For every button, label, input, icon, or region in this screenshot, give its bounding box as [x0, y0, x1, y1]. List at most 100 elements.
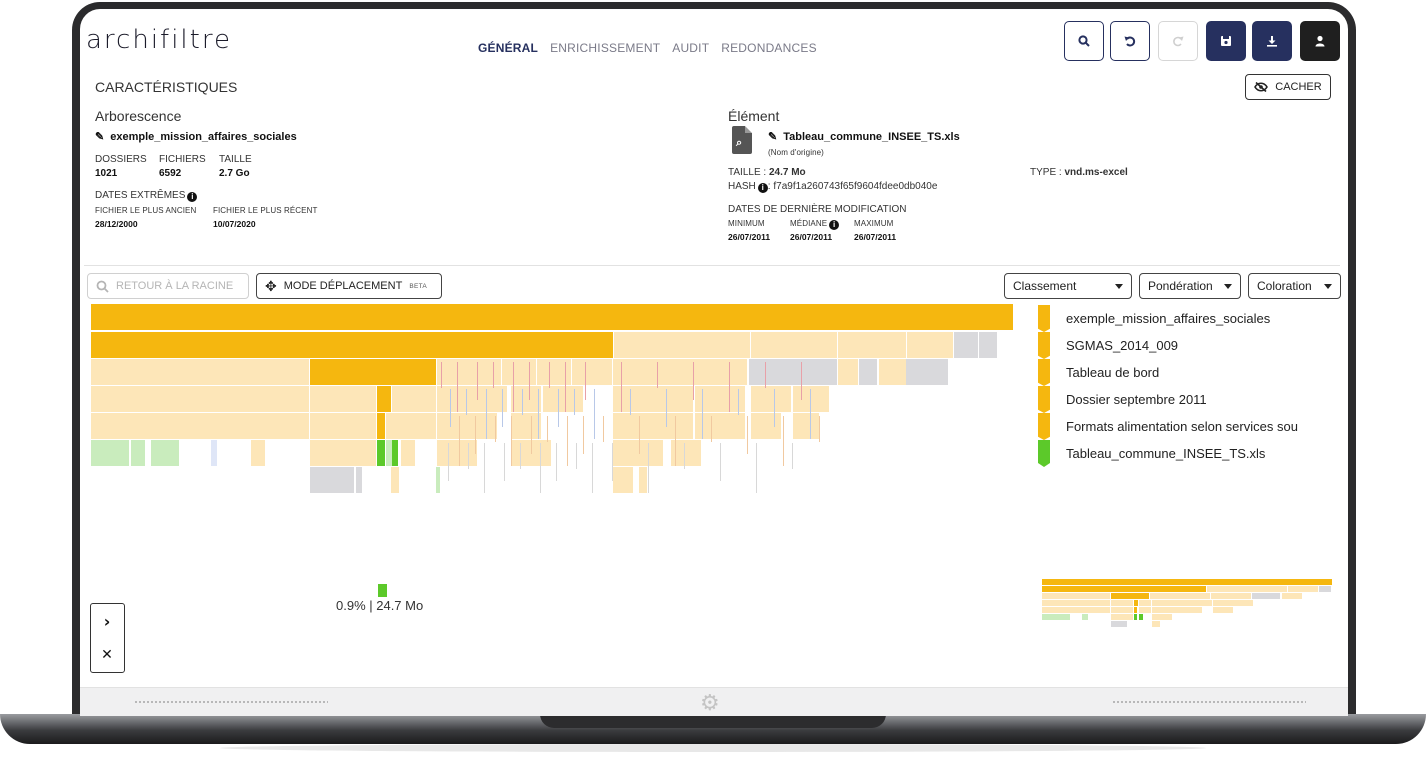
chevron-right-icon[interactable]: › [103, 611, 111, 631]
icicle-node[interactable] [793, 386, 829, 412]
icicle-node[interactable] [437, 413, 497, 439]
info-icon[interactable]: i [757, 182, 768, 193]
icicle-node[interactable] [693, 362, 694, 400]
icicle-node[interactable] [502, 359, 536, 385]
icicle-node[interactable] [504, 443, 505, 481]
icicle-node[interactable] [585, 362, 586, 400]
ponderation-select[interactable]: Pondération [1139, 273, 1241, 299]
breadcrumb-item[interactable]: Tableau_commune_INSEE_TS.xls [1038, 440, 1338, 467]
icicle-node[interactable] [437, 386, 507, 412]
arborescence-name[interactable]: ✎ exemple_mission_affaires_sociales [95, 130, 297, 144]
icicle-node[interactable] [459, 416, 460, 466]
icicle-node[interactable] [954, 332, 978, 358]
icicle-node[interactable] [511, 416, 512, 466]
icicle-node[interactable] [801, 362, 802, 400]
icicle-node[interactable] [437, 440, 477, 466]
icicle-node[interactable] [720, 443, 721, 481]
icicle-node[interactable] [838, 332, 906, 358]
icicle-node[interactable] [211, 440, 217, 466]
icicle-node[interactable] [572, 359, 612, 385]
icicle-node[interactable] [538, 389, 539, 439]
icicle-node[interactable] [906, 359, 948, 385]
icicle-treemap[interactable] [91, 304, 1013, 554]
icicle-node[interactable] [639, 416, 640, 454]
icicle-node[interactable] [774, 389, 775, 427]
icicle-node[interactable] [547, 416, 548, 442]
tab-enrichissement[interactable]: ENRICHISSEMENT [550, 41, 661, 55]
gear-icon[interactable]: ⚙ [700, 691, 720, 716]
icicle-node[interactable] [450, 389, 451, 427]
icicle-node[interactable] [613, 359, 747, 385]
close-icon[interactable]: ✕ [101, 647, 113, 663]
icicle-node[interactable] [391, 467, 399, 493]
icicle-node[interactable] [556, 443, 557, 481]
element-name[interactable]: ✎ Tableau_commune_INSEE_TS.xls [768, 130, 960, 144]
icicle-node[interactable] [592, 443, 593, 493]
icicle-node[interactable] [448, 443, 449, 481]
icicle-node[interactable] [392, 386, 436, 412]
icicle-node[interactable] [484, 443, 485, 493]
icicle-node[interactable] [879, 359, 909, 385]
minimap[interactable] [1042, 579, 1332, 649]
user-button[interactable] [1300, 21, 1340, 61]
icicle-node[interactable] [540, 443, 541, 493]
icicle-node[interactable] [793, 413, 819, 439]
icicle-node[interactable] [466, 389, 467, 415]
icicle-node[interactable] [502, 389, 503, 427]
icicle-node[interactable] [310, 413, 376, 439]
icicle-node[interactable] [695, 413, 745, 439]
icicle-node[interactable] [310, 359, 436, 385]
icicle-node[interactable] [612, 443, 613, 481]
icicle-node[interactable] [511, 413, 541, 439]
icicle-node[interactable] [756, 443, 757, 493]
coloration-select[interactable]: Coloration [1248, 273, 1341, 299]
icicle-node[interactable] [356, 467, 362, 493]
tab-audit[interactable]: AUDIT [672, 41, 710, 55]
icicle-node[interactable] [475, 416, 476, 454]
icicle-node[interactable] [838, 359, 858, 385]
icicle-node[interactable] [549, 362, 550, 388]
icicle-node[interactable] [520, 443, 521, 469]
breadcrumb-item[interactable]: Tableau de bord [1038, 359, 1338, 386]
icicle-node[interactable] [392, 413, 436, 439]
icicle-node[interactable] [729, 362, 730, 412]
breadcrumb-item[interactable]: SGMAS_2014_009 [1038, 332, 1338, 359]
icicle-node[interactable] [529, 362, 530, 400]
search-button[interactable] [1064, 21, 1104, 61]
icicle-node[interactable] [583, 416, 584, 454]
icicle-node[interactable] [310, 440, 376, 466]
icicle-node[interactable] [576, 443, 577, 469]
mode-deplacement-button[interactable]: ✥ MODE DÉPLACEMENT BETA [256, 273, 442, 299]
icicle-node[interactable] [657, 362, 658, 388]
icicle-node[interactable] [310, 386, 376, 412]
breadcrumb-item[interactable]: Formats alimentation selon services sou [1038, 413, 1338, 440]
icicle-node[interactable] [671, 440, 701, 466]
icicle-node[interactable] [436, 467, 440, 493]
icicle-node[interactable] [437, 359, 501, 385]
breadcrumb-item[interactable]: exemple_mission_affaires_sociales [1038, 305, 1338, 332]
icicle-node[interactable] [979, 332, 997, 358]
icicle-node[interactable] [91, 304, 1013, 330]
icicle-node[interactable] [457, 362, 458, 412]
icicle-node[interactable] [666, 389, 667, 427]
icicle-node[interactable] [91, 386, 309, 412]
icicle-node[interactable] [792, 443, 793, 469]
classement-select[interactable]: Classement [1004, 273, 1132, 299]
icicle-node[interactable] [401, 440, 415, 466]
icicle-node[interactable] [131, 440, 145, 466]
icicle-node[interactable] [251, 440, 265, 466]
icicle-node[interactable] [711, 416, 712, 442]
icicle-node[interactable] [543, 386, 583, 412]
icicle-node[interactable] [783, 416, 784, 466]
icicle-node[interactable] [392, 440, 398, 466]
export-button[interactable] [1252, 21, 1292, 61]
icicle-node[interactable] [574, 389, 575, 415]
icicle-node[interactable] [907, 332, 953, 358]
icicle-node[interactable] [477, 362, 478, 400]
icicle-node[interactable] [594, 389, 595, 439]
cacher-button[interactable]: CACHER [1245, 74, 1331, 100]
icicle-node[interactable] [91, 440, 129, 466]
icicle-node[interactable] [738, 389, 739, 415]
icicle-node[interactable] [493, 362, 494, 388]
icicle-node[interactable] [91, 413, 309, 439]
